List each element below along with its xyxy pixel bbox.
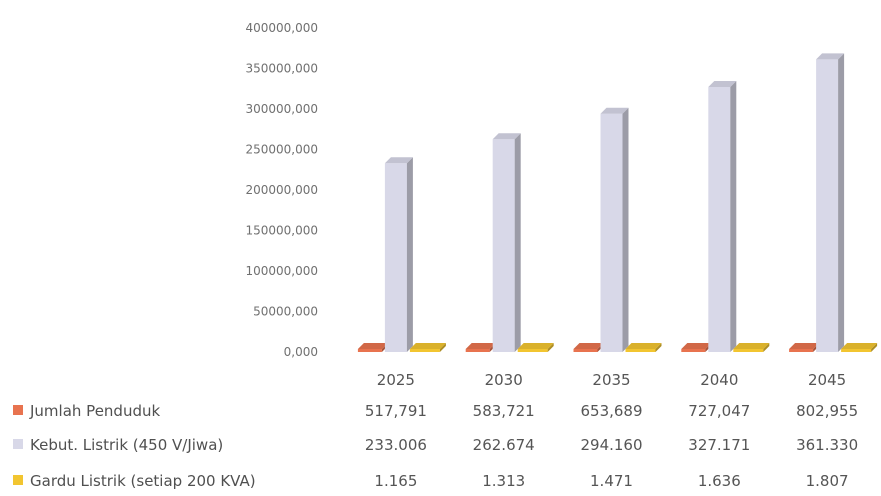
data-label: 517,791 — [365, 402, 427, 420]
bar — [681, 343, 712, 352]
bar-side — [730, 80, 737, 353]
bar-top — [708, 80, 737, 87]
bar-side — [514, 133, 521, 352]
legend-swatch — [13, 439, 23, 449]
bar-top — [573, 343, 604, 349]
bar-side — [406, 157, 413, 352]
bars — [357, 53, 878, 353]
x-tick-label: 2025 — [377, 371, 415, 389]
bar-top — [600, 107, 629, 114]
y-tick-label: 300000,000 — [245, 102, 318, 116]
bar-front — [517, 349, 548, 352]
data-label: 583,721 — [473, 402, 535, 420]
bar-front — [357, 349, 382, 352]
bar-top — [492, 133, 521, 140]
legend-label: Gardu Listrik (setiap 200 KVA) — [30, 472, 256, 490]
data-label: 1.165 — [374, 472, 417, 490]
data-label: 361.330 — [796, 436, 858, 454]
bar — [409, 343, 446, 352]
bar-front — [384, 163, 407, 352]
y-tick-label: 150000,000 — [245, 224, 318, 238]
data-label: 294.160 — [580, 436, 642, 454]
bar-front — [816, 59, 839, 353]
data-label: 1.471 — [590, 472, 633, 490]
bar-top — [409, 343, 446, 349]
data-label: 262.674 — [473, 436, 535, 454]
bar-top — [517, 343, 554, 349]
bar — [733, 343, 770, 352]
bar-front — [573, 349, 598, 352]
bar-side — [655, 343, 662, 352]
bar-top — [789, 343, 820, 349]
data-label: 802,955 — [796, 402, 858, 420]
bar-top — [733, 343, 770, 349]
bar-front — [681, 349, 706, 352]
bar — [625, 343, 662, 352]
data-label: 233.006 — [365, 436, 427, 454]
bar — [384, 157, 413, 352]
bar-front — [492, 139, 515, 352]
x-axis: 2025 2030 2035 2040 2045 — [377, 371, 846, 389]
data-label: 727,047 — [688, 402, 750, 420]
legend-label: Jumlah Penduduk — [29, 402, 160, 420]
data-table: Jumlah Penduduk 517,791 583,721 653,689 727,… — [13, 402, 858, 490]
bar — [841, 343, 878, 352]
bar-front — [465, 349, 490, 352]
bar — [465, 343, 496, 352]
bar-top — [841, 343, 878, 349]
legend-swatch — [13, 405, 23, 415]
bar-side — [871, 343, 878, 352]
bar — [816, 53, 845, 353]
data-label: 327.171 — [688, 436, 750, 454]
bar-front — [625, 349, 656, 352]
data-label: 1.313 — [482, 472, 525, 490]
bar-top — [465, 343, 496, 349]
y-tick-label: 250000,000 — [245, 143, 318, 157]
x-tick-label: 2045 — [808, 371, 846, 389]
bar-front — [409, 349, 440, 352]
bar-front — [708, 86, 731, 353]
x-tick-label: 2035 — [592, 371, 630, 389]
bar-side — [838, 53, 845, 353]
bar-side — [439, 343, 446, 352]
bar-top — [357, 343, 388, 349]
bar — [708, 80, 737, 353]
bar-top — [384, 157, 413, 164]
legend-swatch — [13, 475, 23, 485]
bar — [517, 343, 554, 352]
y-tick-label: 350000,000 — [245, 62, 318, 76]
data-label: 1.807 — [806, 472, 849, 490]
bar — [573, 343, 604, 352]
bar — [600, 107, 629, 352]
bar-side — [622, 107, 629, 352]
data-label: 1.636 — [698, 472, 741, 490]
bar-front — [600, 113, 623, 352]
bar-top — [816, 53, 845, 60]
y-tick-label: 200000,000 — [245, 183, 318, 197]
bar — [492, 133, 521, 352]
x-tick-label: 2030 — [485, 371, 523, 389]
bar-side — [763, 343, 770, 352]
bar — [357, 343, 388, 352]
y-axis: 0,000 50000,000 100000,000 150000,000 200000… — [245, 21, 318, 359]
legend-label: Kebut. Listrik (450 V/Jiwa) — [30, 436, 223, 454]
bar-front — [841, 349, 872, 352]
bar-front — [733, 349, 764, 352]
y-tick-label: 0,000 — [284, 345, 318, 359]
data-label: 653,689 — [580, 402, 642, 420]
bar-top — [625, 343, 662, 349]
bar-front — [789, 349, 814, 352]
y-tick-label: 50000,000 — [253, 305, 318, 319]
bar-side — [547, 343, 554, 352]
bar — [789, 343, 820, 352]
x-tick-label: 2040 — [700, 371, 738, 389]
y-tick-label: 100000,000 — [245, 264, 318, 278]
y-tick-label: 400000,000 — [245, 21, 318, 35]
bar-top — [681, 343, 712, 349]
